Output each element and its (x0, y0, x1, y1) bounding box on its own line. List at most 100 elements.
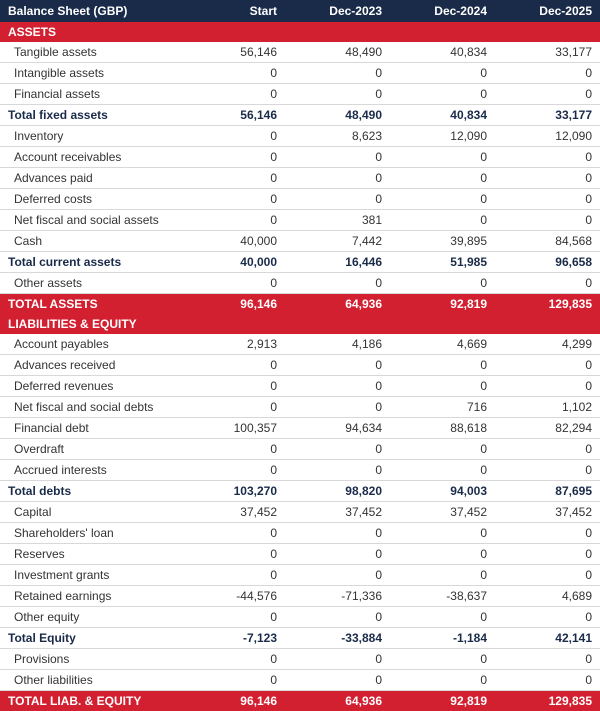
row-value-cell: 0 (285, 189, 390, 210)
row-label-cell: Investment grants (0, 565, 180, 586)
row-value-cell: -44,576 (180, 586, 285, 607)
row-value-cell: 40,000 (180, 252, 285, 273)
row-value-cell: 0 (390, 523, 495, 544)
row-value-cell: 0 (390, 376, 495, 397)
row-value-cell: -38,637 (390, 586, 495, 607)
table-row: ASSETS (0, 22, 600, 42)
row-value-cell: 0 (180, 189, 285, 210)
row-label-cell: Total fixed assets (0, 105, 180, 126)
row-value-cell: 1,102 (495, 397, 600, 418)
table-row: Other equity0000 (0, 607, 600, 628)
row-value-cell: 129,835 (495, 691, 600, 711)
row-label-cell: Tangible assets (0, 42, 180, 63)
row-value-cell: 64,936 (285, 691, 390, 711)
row-value-cell: 0 (285, 544, 390, 565)
row-label-cell: Shareholders' loan (0, 523, 180, 544)
row-value-cell: 84,568 (495, 231, 600, 252)
row-label-cell: Financial debt (0, 418, 180, 439)
header-col-1: Start (180, 0, 285, 22)
table-row: Retained earnings-44,576-71,336-38,6374,… (0, 586, 600, 607)
row-value-cell: 0 (285, 460, 390, 481)
row-value-cell: 33,177 (495, 42, 600, 63)
row-value-cell: 7,442 (285, 231, 390, 252)
row-value-cell: 0 (495, 670, 600, 691)
row-value-cell: 0 (285, 147, 390, 168)
row-value-cell: 96,146 (180, 294, 285, 315)
row-value-cell: 0 (495, 544, 600, 565)
row-label-cell: Other liabilities (0, 670, 180, 691)
table-row: Intangible assets0000 (0, 63, 600, 84)
row-value-cell: 40,834 (390, 42, 495, 63)
row-label-cell: Accrued interests (0, 460, 180, 481)
row-value-cell: 0 (285, 670, 390, 691)
row-value-cell: 39,895 (390, 231, 495, 252)
row-label-cell: Retained earnings (0, 586, 180, 607)
table-row: Other liabilities0000 (0, 670, 600, 691)
row-value-cell: 40,834 (390, 105, 495, 126)
table-row: Inventory08,62312,09012,090 (0, 126, 600, 147)
table-row: Investment grants0000 (0, 565, 600, 586)
table-row: Total fixed assets56,14648,49040,83433,1… (0, 105, 600, 126)
row-value-cell: 88,618 (390, 418, 495, 439)
row-label-cell: Advances received (0, 355, 180, 376)
row-value-cell: 0 (390, 189, 495, 210)
row-value-cell: 48,490 (285, 105, 390, 126)
row-value-cell: 0 (285, 397, 390, 418)
row-label-cell: Reserves (0, 544, 180, 565)
row-value-cell: 56,146 (180, 42, 285, 63)
row-value-cell: 8,623 (285, 126, 390, 147)
row-value-cell: 0 (495, 147, 600, 168)
row-value-cell: 0 (180, 84, 285, 105)
row-value-cell: 0 (285, 439, 390, 460)
row-value-cell: 82,294 (495, 418, 600, 439)
row-value-cell: 0 (390, 84, 495, 105)
row-label-cell: Account payables (0, 334, 180, 355)
table-row: Tangible assets56,14648,49040,83433,177 (0, 42, 600, 63)
table-row: Total debts103,27098,82094,00387,695 (0, 481, 600, 502)
row-value-cell: 0 (390, 649, 495, 670)
row-value-cell: 0 (390, 460, 495, 481)
table-row: Financial debt100,35794,63488,61882,294 (0, 418, 600, 439)
table-row: Deferred revenues0000 (0, 376, 600, 397)
row-value-cell: 0 (180, 63, 285, 84)
row-label-cell: Provisions (0, 649, 180, 670)
row-value-cell: 0 (495, 210, 600, 231)
row-value-cell: 0 (285, 523, 390, 544)
row-value-cell: 0 (495, 607, 600, 628)
row-value-cell: 96,658 (495, 252, 600, 273)
row-value-cell: 0 (390, 355, 495, 376)
row-value-cell: 0 (180, 649, 285, 670)
row-value-cell: 12,090 (390, 126, 495, 147)
table-row: Account payables2,9134,1864,6694,299 (0, 334, 600, 355)
row-value-cell: 0 (180, 126, 285, 147)
row-value-cell: 0 (285, 607, 390, 628)
row-value-cell: 51,985 (390, 252, 495, 273)
row-value-cell: -7,123 (180, 628, 285, 649)
table-row: Overdraft0000 (0, 439, 600, 460)
row-value-cell: 4,186 (285, 334, 390, 355)
row-value-cell: 0 (495, 376, 600, 397)
table-row: Reserves0000 (0, 544, 600, 565)
row-value-cell: 48,490 (285, 42, 390, 63)
row-value-cell: 0 (285, 355, 390, 376)
row-value-cell: 0 (285, 84, 390, 105)
row-value-cell: 0 (180, 460, 285, 481)
row-value-cell: 0 (390, 63, 495, 84)
row-value-cell: 0 (495, 63, 600, 84)
table-row: TOTAL LIAB. & EQUITY96,14664,93692,81912… (0, 691, 600, 711)
row-value-cell: 12,090 (495, 126, 600, 147)
row-value-cell: 0 (495, 565, 600, 586)
table-row: Account receivables0000 (0, 147, 600, 168)
row-value-cell: 94,003 (390, 481, 495, 502)
row-value-cell: 40,000 (180, 231, 285, 252)
row-value-cell: -33,884 (285, 628, 390, 649)
row-value-cell: 0 (285, 376, 390, 397)
row-label-cell: Cash (0, 231, 180, 252)
row-label-cell: Total current assets (0, 252, 180, 273)
row-label-cell: Overdraft (0, 439, 180, 460)
table-row: Advances paid0000 (0, 168, 600, 189)
table-row: Capital37,45237,45237,45237,452 (0, 502, 600, 523)
row-value-cell: 100,357 (180, 418, 285, 439)
row-value-cell: 0 (495, 523, 600, 544)
row-value-cell: 0 (390, 670, 495, 691)
